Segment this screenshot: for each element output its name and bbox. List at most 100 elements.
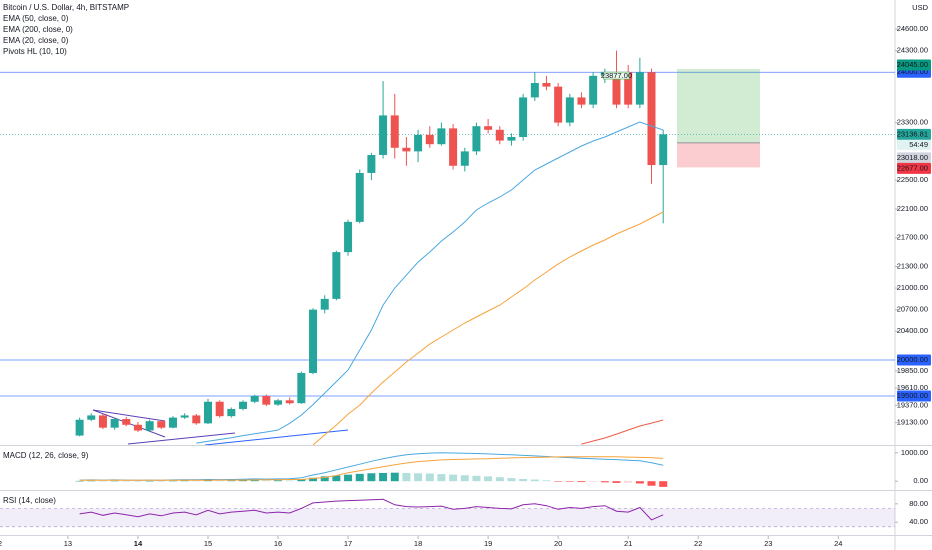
macd-bar [344,474,353,482]
target-marker [897,59,931,71]
macd-bar [309,477,318,482]
candle-body [250,396,259,402]
macd-bar [460,475,469,482]
candle-body [460,151,469,166]
candle-body [239,401,248,409]
y-tick-label: 80.00 [909,499,928,508]
candle-body [484,126,493,130]
level-marker [897,354,931,366]
macd-bar [507,478,516,482]
macd-bar [647,481,656,486]
candle-body [472,126,481,152]
macd-bar [355,473,364,482]
macd-title: MACD (12, 26, close, 9) [3,451,89,460]
macd-bar [87,480,96,482]
macd-bar [624,481,633,483]
candle-body [414,134,423,152]
macd-bar [297,479,306,482]
candle-body [355,172,364,222]
candle-body [647,72,656,166]
macd-bar [110,480,119,482]
candle-body [659,134,668,166]
macd-bar [449,474,458,482]
y-tick-label: 19850.00 [897,366,928,375]
macd-bar [168,480,177,482]
candle-body [87,415,96,420]
macd-bar [589,481,598,482]
x-tick-label: 17 [344,539,352,548]
candle-body [297,372,306,404]
x-tick-label: 16 [274,539,282,548]
macd-bar [145,480,154,482]
macd-bar [203,480,212,482]
rsi-line [79,498,664,521]
macd-bar [367,473,376,482]
x-tick-label: 14 [134,539,143,548]
candle-body [402,147,411,152]
macd-bar [239,480,248,482]
macd-bar [332,475,341,482]
rsi-band [0,508,895,527]
x-tick-label: 13 [64,539,72,548]
macd-bar [565,481,574,482]
y-tick-label: 1000.00 [901,448,928,457]
candle-body [122,419,131,425]
x-tick-label: 15 [204,539,212,548]
level-marker-label: 24000.00 [897,67,928,76]
macd-bar [215,480,224,482]
candle-body [425,134,434,145]
macd-bar [122,480,131,482]
y-tick-label: 20400.00 [897,326,928,335]
candle-body [215,401,224,417]
entry-marker [897,152,931,164]
candle-body [624,72,633,105]
candle-body [274,400,283,405]
y-tick-label: 22100.00 [897,204,928,213]
currency: USD [912,3,928,12]
x-tick-label: 20 [554,539,562,548]
indicator-label: EMA (200, close, 0) [3,25,73,34]
position-loss [677,142,760,168]
candle-body [344,221,353,253]
macd-bar [414,473,423,482]
candle-body [133,424,142,431]
target-marker-label: 24045.00 [897,60,928,69]
chart-title: Bitcoin / U.S. Dollar, 4h, BITSTAMP [3,3,129,12]
candle-body [332,252,341,299]
macd-bar [262,480,271,482]
legend: Bitcoin / U.S. Dollar, 4h, BITSTAMP EMA … [3,3,929,505]
candle-body [145,421,154,431]
level-marker-label: 19500.00 [897,391,928,400]
countdown-box [897,139,931,150]
y-tick-label: 0.00 [913,476,928,485]
candle-body [262,396,271,405]
macd-bar [577,481,586,483]
macd-bar [180,480,189,482]
y-tick-label: 23300.00 [897,118,928,127]
candle-body [449,128,458,166]
ema-line [581,419,664,445]
last-price-marker-label: 23136.81 [897,129,928,138]
y-tick-label: 21700.00 [897,233,928,242]
candle-body [530,83,539,98]
macd-bar [425,473,434,482]
y-tick-label: 20700.00 [897,305,928,314]
candle-body [285,400,294,404]
signal-line [79,456,664,481]
indicator-label: EMA (50, close, 0) [3,14,69,23]
macd-bar [285,480,294,482]
stop-marker-label: 22677.00 [897,163,928,172]
y-tick-label: 19130.00 [897,418,928,427]
candle-body [495,129,504,141]
macd-bar [320,476,329,482]
candle-body [542,83,551,87]
candle-body [157,421,166,428]
indicator-label: Pivots HL (10, 10) [3,47,67,56]
y-tick-label: 24600.00 [897,24,928,33]
x-tick-label: 19 [484,539,492,548]
macd-bar [484,476,493,482]
level-marker [897,390,931,402]
level-marker-label: 20000.00 [897,355,928,364]
ema-line [196,121,664,444]
